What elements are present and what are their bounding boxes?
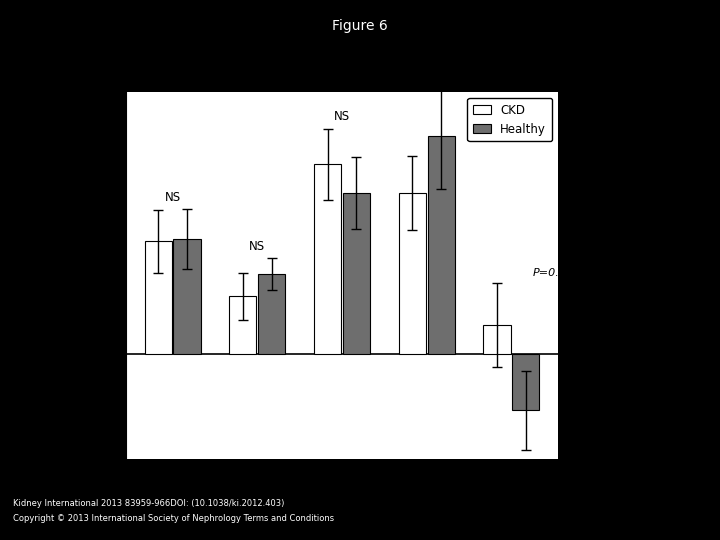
- Text: Kidney International 2013 83959-966DOI: (10.1038/ki.2012.403): Kidney International 2013 83959-966DOI: …: [13, 500, 284, 509]
- Y-axis label: mg/d: mg/d: [65, 258, 78, 293]
- Text: P=0.03: P=0.03: [533, 268, 574, 278]
- Text: Figure 6: Figure 6: [332, 19, 388, 33]
- Bar: [483, 325, 510, 354]
- Text: NS: NS: [418, 66, 435, 79]
- Legend: CKD, Healthy: CKD, Healthy: [467, 98, 552, 141]
- Bar: [174, 239, 201, 354]
- Bar: [512, 354, 539, 410]
- Text: NS: NS: [249, 240, 266, 253]
- Text: Copyright © 2013 International Society of Nephrology Terms and Conditions: Copyright © 2013 International Society o…: [13, 514, 334, 523]
- Text: NS: NS: [334, 110, 350, 123]
- Bar: [314, 164, 341, 354]
- Bar: [230, 296, 256, 354]
- Text: NS: NS: [165, 191, 181, 204]
- Text: $V_\mathregular{Bal}$: $V_\mathregular{Bal}$: [500, 462, 523, 477]
- Bar: [428, 137, 454, 354]
- Bar: [145, 241, 172, 354]
- Bar: [343, 193, 370, 354]
- Bar: [399, 193, 426, 354]
- Bar: [258, 274, 285, 354]
